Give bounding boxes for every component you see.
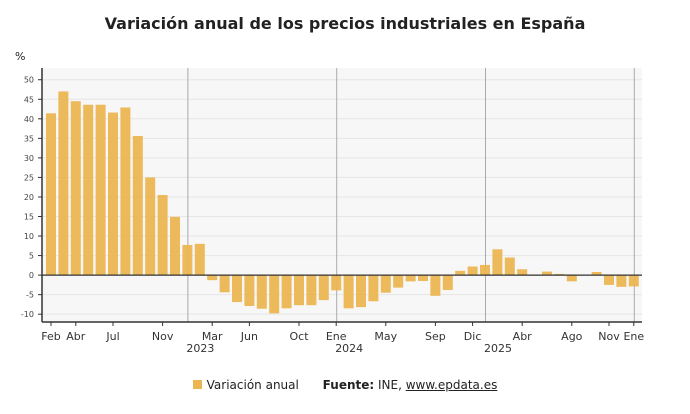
bar-2024-12 [467,266,478,276]
bar-2024-05 [380,275,391,293]
plot-area [42,68,642,322]
bar-2025-02 [492,249,503,276]
y-tick-label: 5 [29,252,34,261]
bar-2023-01 [182,245,193,276]
bar-2022-11 [157,195,168,276]
legend-label: Variación anual [206,378,299,392]
source-link[interactable]: www.epdata.es [405,378,498,392]
bar-2024-04 [368,275,379,302]
y-tick-label: 0 [29,271,34,280]
y-tick-label: -5 [26,291,34,300]
bar-2022-05 [83,104,94,276]
bar-2024-09 [430,275,441,296]
bar-2022-06 [95,104,106,276]
year-label: 2024 [335,342,363,355]
x-tick-label: Ene [623,330,644,343]
bar-2024-10 [442,275,453,290]
y-tick-label: 25 [24,173,34,182]
bar-2023-08 [269,275,280,314]
x-tick-label: Abr [513,330,533,343]
legend-swatch [192,380,202,389]
x-tick-label: Jun [240,330,258,343]
bar-2025-04 [517,269,528,276]
bar-2023-09 [281,275,292,309]
x-tick-label: Ago [561,330,583,343]
y-tick-label: 15 [24,212,34,221]
legend: Variación anual Fuente: INE, www.epdata.… [0,378,690,392]
bar-2023-05 [232,275,242,303]
y-tick-label: 45 [24,95,34,104]
bar-2024-03 [356,275,366,308]
y-tick-label: 10 [24,232,34,241]
year-label: 2023 [186,342,214,355]
y-tick-label: 20 [24,193,34,202]
bar-2026-01 [628,275,639,287]
x-tick-label: Nov [152,330,174,343]
bar-2024-06 [393,275,404,288]
bar-2025-12 [616,275,627,287]
bar-2024-11 [455,270,466,276]
bar-2023-07 [256,275,267,309]
x-tick-label: Dic [464,330,482,343]
x-tick-label: Sep [425,330,446,343]
bar-2023-12 [318,275,329,301]
bar-2022-04 [70,101,81,276]
bar-2025-03 [504,257,515,276]
bar-2022-09 [132,135,143,276]
source-prefix: Fuente: [322,378,375,392]
y-tick-label: 40 [24,115,34,124]
y-tick-label: -10 [21,310,34,319]
x-tick-label: Nov [598,330,620,343]
bar-2023-02 [194,243,205,276]
bar-2023-10 [294,275,304,306]
x-tick-label: May [374,330,397,343]
y-axis-label: % [15,50,25,63]
x-tick-label: Feb [41,330,60,343]
bar-2023-03 [207,275,218,281]
bar-2025-01 [480,264,490,276]
bar-2022-02 [46,113,56,276]
source-note: Fuente: INE, www.epdata.es [323,378,498,392]
bar-2024-02 [343,275,354,309]
x-tick-label: Abr [66,330,86,343]
x-tick-label: Ene [326,330,347,343]
x-tick-label: Jul [105,330,119,343]
bar-2022-03 [58,91,69,276]
x-tick-label: Mar [202,330,223,343]
bar-2023-04 [219,275,230,293]
year-label: 2025 [484,342,512,355]
chart-title: Variación anual de los precios industria… [104,14,586,33]
bar-2024-08 [418,275,428,281]
bar-2023-11 [306,275,317,306]
y-tick-label: 35 [24,134,34,143]
y-tick-label: 50 [24,76,34,85]
bar-2024-07 [405,275,416,282]
source-text: INE, [374,378,406,392]
bar-2023-06 [244,275,255,306]
bar-2025-11 [604,275,614,285]
bar-2025-06 [542,271,552,276]
bar-2022-12 [170,216,180,276]
bar-2022-07 [108,112,118,276]
bar-2022-08 [120,107,131,276]
y-tick-label: 30 [24,154,34,163]
x-tick-label: Oct [289,330,309,343]
bar-2024-01 [331,275,342,291]
bar-2022-10 [145,177,156,276]
bar-2025-08 [566,275,577,282]
bar-2025-10 [591,271,602,276]
